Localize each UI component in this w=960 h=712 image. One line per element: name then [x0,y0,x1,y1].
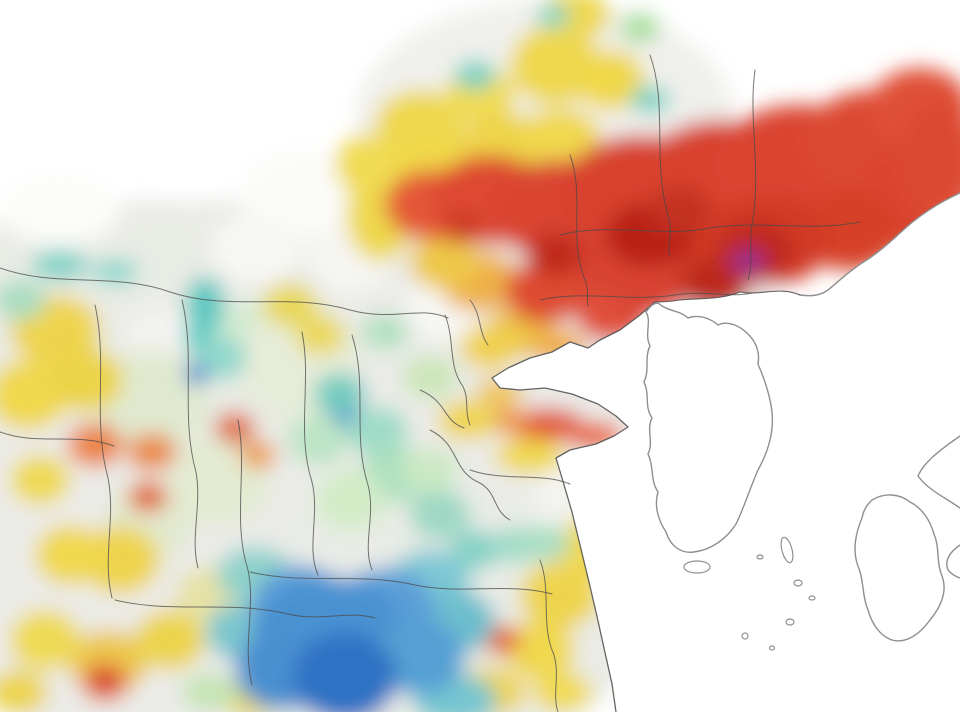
anomaly-blob-warm [505,620,575,680]
island-outline [808,595,816,601]
province-boundary [469,469,571,485]
anomaly-blob-cool [288,415,348,465]
province-boundary [249,571,553,595]
province-boundary [114,599,376,619]
island-outline [683,560,711,574]
anomaly-blob-cool [521,525,569,561]
island-outline [780,536,794,564]
anomaly-blob-cool [536,4,570,28]
anomaly-blob-warm [10,610,80,670]
anomaly-blob-cool [184,363,208,385]
anomaly-blob-warm [47,348,123,412]
province-boundary [0,267,449,319]
anomaly-blob-cool [0,280,46,320]
anomaly-blob-cool [402,355,458,399]
province-boundary [419,389,465,429]
japan-coastline [854,494,945,642]
china-coastline [491,301,656,712]
anomaly-blob-cool [361,314,409,350]
japan-coastline [946,544,960,579]
anomaly-blob-warm [127,433,177,471]
province-boundary [181,299,199,569]
anomaly-blob-warm [137,488,159,506]
anomaly-blob-warm [410,234,480,290]
anomaly-blob-cool [185,277,225,333]
anomaly-blob-warm [520,109,600,161]
anomaly-blob-cool [455,60,495,90]
island-outline [756,554,764,560]
anomaly-blob-warm [492,632,512,648]
russia-coastline [799,192,960,297]
province-boundary [539,559,559,712]
anomaly-blob-hot [442,212,482,244]
anomaly-blob-warm [495,438,565,474]
province-boundary [569,154,589,307]
island-outline [793,579,803,587]
anomaly-blob-warm [532,672,592,712]
island-outline [785,618,795,626]
province-boundary [301,331,319,576]
province-boundary [539,292,753,301]
anomaly-blob-warm [92,671,118,693]
anomaly-blob-warm [10,455,70,505]
anomaly-blob-cool [32,250,88,280]
anomaly-blob-warm [135,610,205,670]
province-boundary [0,431,115,447]
anomaly-blob-hot [650,186,710,234]
anomaly-blob-hot [900,100,960,220]
island-outline [741,632,749,640]
anomaly-blob-cool [91,259,139,285]
anomaly-blob-warm [215,412,255,444]
anomaly-blob-warm [460,325,520,369]
province-boundary [469,299,489,346]
province-boundary [747,69,757,281]
korea-coastline [643,302,774,553]
anomaly-blob-cool [410,490,470,540]
province-boundary [94,304,113,599]
island-outline [768,645,776,651]
province-boundary [559,221,861,236]
province-boundary [351,334,373,571]
anomaly-blob-hot [505,260,585,324]
anomaly-blob-warm [575,50,645,110]
province-boundary [444,314,471,426]
anomaly-blob-warm [295,315,345,355]
anomaly-blob-warm [262,283,318,327]
province-boundary [429,429,511,521]
anomaly-blob-patches [125,307,195,363]
anomaly-blob-cool [198,336,246,380]
anomaly-blob-cool [630,86,670,114]
china-korea-border [654,290,801,303]
province-boundary [237,419,253,686]
anomaly-blob-cool [314,373,366,417]
anomaly-blob-cool [450,530,500,570]
anomaly-blob-hot [527,233,583,277]
province-boundary [649,54,671,257]
anomaly-blob-warm [335,135,395,195]
anomaly-blob-warm [0,670,48,712]
anomaly-blob-cool [182,674,238,710]
anomaly-blob-cool [293,632,397,712]
anomaly-blob-warm [240,441,276,469]
anomaly-blob-cool [620,13,660,43]
anomaly-blob-warm [35,525,105,585]
anomaly-blob-cool [402,448,458,492]
boundaries-layer [0,54,960,712]
anomaly-blob-cool [315,470,385,530]
japan-coastline [917,435,960,509]
anomaly-blob-patches [0,175,120,245]
anomaly-blob-hot [730,249,766,275]
anomaly-blob-warm [67,423,123,467]
anomaly-blob-cool [348,407,408,457]
anomaly-blob-patches [210,213,300,283]
anomaly-blob-cool [375,619,465,695]
